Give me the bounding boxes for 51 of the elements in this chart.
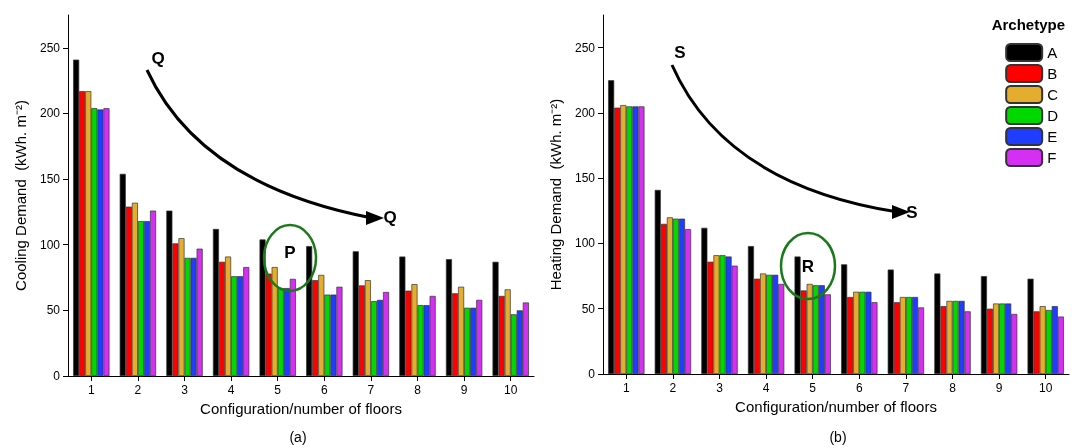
legend-label: B [1047,65,1058,82]
y-tick-label: 0 [588,367,596,381]
x-tick-label: 7 [367,383,375,397]
x-tick-label: 6 [320,383,328,397]
y-tick-label: 200 [39,106,61,121]
legend-label: F [1047,149,1057,166]
y-tick-label: 150 [574,171,596,186]
x-tick-label: 4 [227,383,235,397]
legend-label: A [1047,44,1058,61]
y-tick-label: 250 [39,40,61,55]
annotation: Q [151,48,165,68]
y-tick-label: 100 [39,237,61,252]
annotation: S [906,202,918,222]
y-tick-label: 0 [53,369,61,383]
x-tick-label: 2 [669,381,677,395]
y-tick-label: 50 [581,301,596,316]
annotation: Q [383,207,397,227]
y-axis-title: Heating Demand (kWh. m⁻²) [547,98,564,291]
text: (a) [289,429,307,445]
y-axis-title: Cooling Demand (kWh. m⁻²) [12,100,29,291]
x-tick-label: 3 [181,383,189,397]
x-tick-label: 6 [855,381,863,395]
y-tick-label: 50 [46,303,61,318]
x-tick-label: 8 [414,383,422,397]
legend-label: C [1047,86,1059,103]
y-tick-label: 250 [574,40,596,55]
x-tick-label: 1 [622,381,630,395]
text: (b) [829,429,847,445]
x-tick-label: 10 [1039,381,1053,395]
legend-label: D [1047,107,1059,124]
y-tick-label: 200 [574,105,596,120]
x-tick-label: 10 [504,383,518,397]
x-tick-label: 4 [762,381,770,395]
x-axis-title: Configuration/number of floors [200,399,402,417]
x-tick-label: 5 [809,381,817,395]
x-tick-label: 1 [87,383,95,397]
y-tick-label: 100 [574,236,596,251]
x-axis-title: Configuration/number of floors [735,397,937,415]
legend-label: E [1047,128,1058,145]
y-tick-label: 150 [39,172,61,187]
x-tick-label: 8 [949,381,957,395]
x-tick-label: 9 [460,383,468,397]
x-tick-label: 5 [274,383,282,397]
annotation: S [674,42,686,62]
annotation: P [284,242,296,262]
x-tick-label: 7 [902,381,910,395]
legend-title: Archetype [991,16,1065,33]
annotation: R [801,256,815,276]
x-tick-label: 2 [134,383,142,397]
x-tick-label: 3 [716,381,724,395]
x-tick-label: 9 [995,381,1003,395]
